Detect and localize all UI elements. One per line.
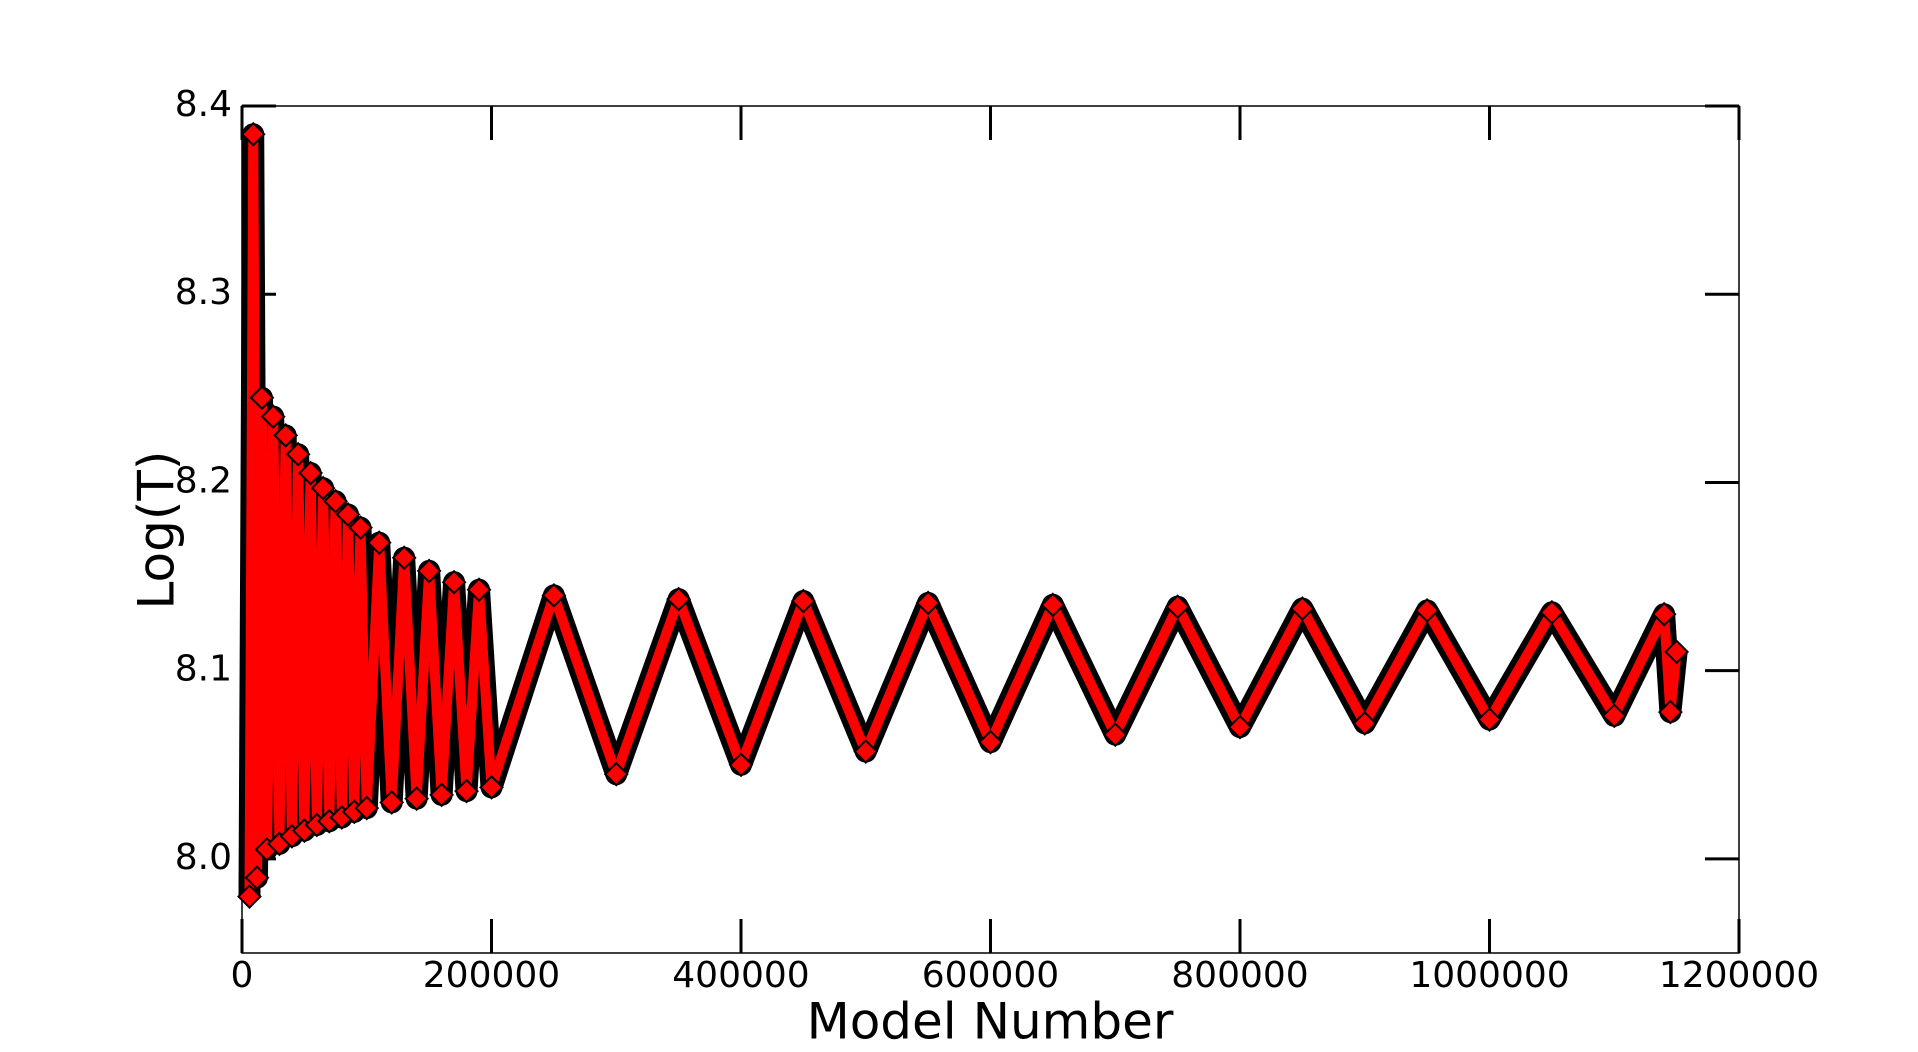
- marker: [915, 590, 941, 616]
- x-tick-label: 0: [231, 955, 254, 996]
- marker: [285, 441, 311, 467]
- marker: [404, 786, 430, 812]
- marker: [790, 588, 816, 614]
- x-tick-label: 400000: [672, 955, 809, 996]
- marker: [391, 545, 417, 571]
- y-tick-label: 8.0: [175, 837, 232, 878]
- marker: [603, 761, 629, 787]
- marker: [978, 729, 1003, 755]
- y-tick-label: 8.3: [175, 272, 232, 313]
- plot-frame: [241, 105, 1740, 954]
- marker: [354, 795, 380, 821]
- marker: [240, 121, 266, 147]
- marker: [366, 530, 392, 556]
- x-tick-label: 1200000: [1659, 955, 1819, 996]
- marker: [853, 739, 879, 765]
- marker: [416, 558, 442, 584]
- marker: [1664, 639, 1690, 665]
- marker: [1165, 594, 1191, 620]
- marker: [1601, 703, 1627, 729]
- marker: [541, 582, 567, 608]
- marker: [379, 790, 405, 815]
- marker: [1651, 601, 1677, 627]
- marker: [728, 752, 754, 778]
- marker: [1227, 714, 1253, 740]
- marker: [260, 404, 286, 429]
- marker: [1102, 722, 1128, 748]
- marker: [429, 782, 455, 808]
- y-tick-label: 8.4: [175, 84, 232, 125]
- x-axis-title: Model Number: [807, 993, 1174, 1051]
- marker: [1657, 699, 1683, 725]
- x-tick-label: 800000: [1171, 955, 1308, 996]
- marker: [441, 569, 467, 595]
- y-tick-label: 8.2: [175, 460, 232, 501]
- marker: [310, 475, 336, 501]
- marker: [298, 460, 324, 486]
- y-tick-label: 8.1: [175, 649, 232, 690]
- marker: [466, 577, 492, 603]
- marker: [244, 865, 270, 891]
- line: [244, 129, 1682, 897]
- marker: [1539, 599, 1565, 625]
- marker: [237, 884, 262, 909]
- marker: [666, 586, 692, 612]
- x-tick-label: 200000: [423, 955, 560, 996]
- marker: [479, 774, 504, 800]
- marker: [1040, 592, 1066, 618]
- marker: [273, 422, 299, 448]
- marker: [454, 778, 479, 804]
- marker: [323, 488, 348, 514]
- marker: [348, 515, 373, 541]
- x-tick-label: 600000: [922, 955, 1059, 996]
- marker: [1414, 598, 1440, 623]
- marker: [1477, 707, 1502, 733]
- marker: [249, 385, 275, 411]
- y-axis-title: Log(T): [128, 451, 186, 610]
- x-tick-label: 1000000: [1409, 955, 1569, 996]
- marker: [1352, 710, 1378, 736]
- marker: [1289, 596, 1315, 621]
- marker: [335, 502, 361, 527]
